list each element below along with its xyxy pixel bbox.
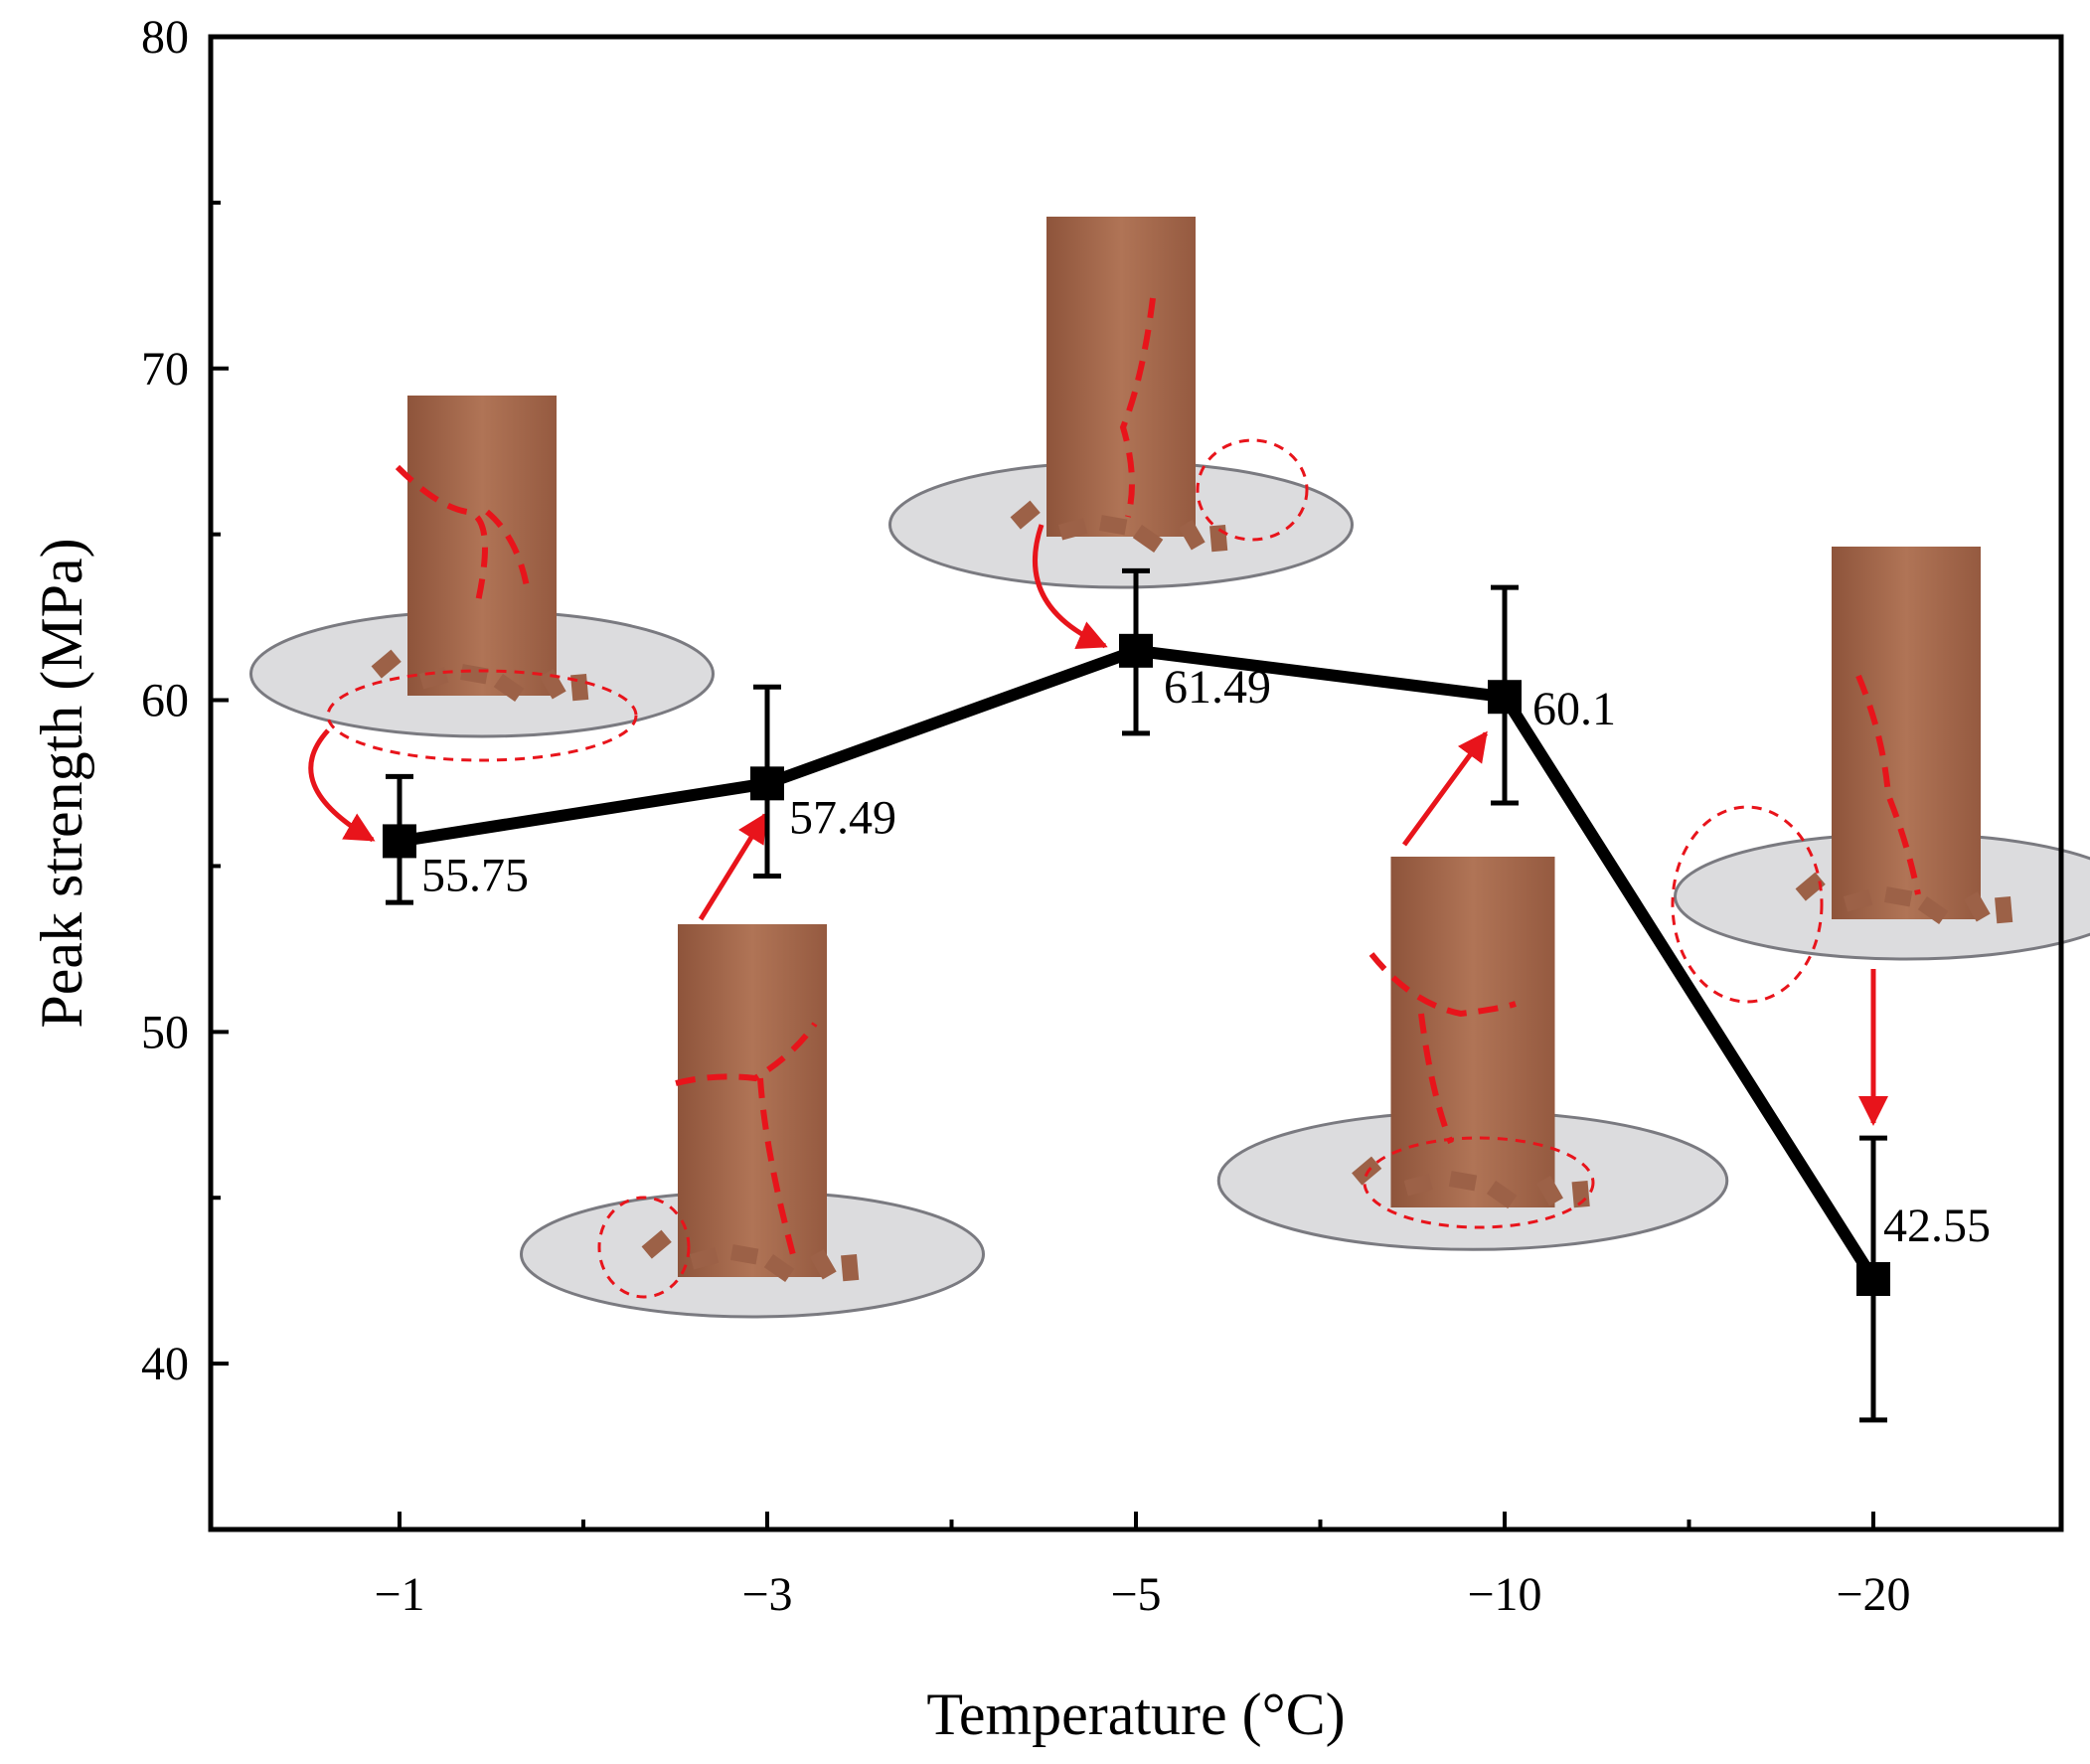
specimen-fragment: [1403, 1174, 1433, 1197]
specimen-photo-minus20: [1674, 547, 2090, 961]
specimen-fragment: [459, 664, 489, 685]
arrow-minus10: [1401, 730, 1489, 847]
x-tick-label: −1: [374, 1568, 424, 1621]
specimen-fragment: [1098, 515, 1128, 536]
specimen-column: [678, 924, 827, 1277]
specimen-column: [1832, 547, 1981, 919]
specimen-fragment: [1486, 1180, 1518, 1209]
debris-circle: [1671, 805, 1824, 1004]
y-tick-label: 60: [141, 675, 189, 727]
specimen-fragment: [1795, 872, 1826, 901]
y-tick-label: 70: [141, 343, 189, 396]
x-tick-label: −10: [1467, 1568, 1541, 1621]
specimen-fragment: [809, 1248, 837, 1280]
specimen-fragment: [570, 674, 589, 702]
specimen-fragment: [1883, 886, 1913, 907]
specimen-photos: [249, 217, 2090, 1319]
specimen-fragment: [1917, 895, 1949, 925]
specimen-fragment: [1536, 1175, 1563, 1206]
arrow-minus3: [698, 812, 768, 921]
specimen-fragment: [539, 669, 566, 700]
debris-circle: [326, 669, 638, 762]
x-axis: −1 −3 −5 −10 −20: [374, 1512, 1911, 1621]
data-point: [1119, 633, 1153, 668]
y-axis-title: Peak strength (MPa): [29, 538, 94, 1028]
specimen-fragment: [729, 1244, 759, 1265]
specimen-fragment: [1178, 520, 1206, 551]
specimen-photo-minus1: [249, 396, 715, 738]
specimen-fragment: [841, 1254, 860, 1282]
pointer-arrows: [308, 297, 1921, 1299]
data-point: [383, 824, 416, 859]
series-strength: 55.75 57.49 61.49 60.1 42.55: [383, 567, 1991, 1423]
crack-line: [1119, 297, 1156, 518]
x-tick-label: −3: [741, 1568, 792, 1621]
crack-line: [485, 509, 530, 587]
crack-line: [1418, 1013, 1454, 1145]
data-label: 61.49: [1164, 661, 1271, 714]
specimen-fragment: [1058, 518, 1088, 541]
specimen-column: [407, 396, 557, 696]
crack-line: [395, 464, 488, 607]
specimen-fragment: [763, 1253, 795, 1283]
specimen-fragment: [1209, 524, 1228, 553]
data-point: [1856, 1261, 1890, 1296]
data-point: [750, 766, 784, 801]
debris-circle: [1363, 1136, 1595, 1229]
y-tick-label: 50: [141, 1006, 189, 1058]
specimen-fragment: [1995, 896, 2013, 924]
specimen-fragment: [1963, 890, 1991, 922]
x-axis-title: Temperature (°C): [926, 1682, 1345, 1747]
data-label: 42.55: [1883, 1200, 1991, 1252]
y-tick-label: 40: [141, 1338, 189, 1390]
specimen-photo-minus5: [888, 217, 1354, 589]
crack-line: [1855, 674, 1921, 895]
specimen-photo-minus3: [520, 924, 985, 1319]
specimen-fragment: [690, 1247, 720, 1270]
data-label: 57.49: [789, 791, 896, 844]
specimen-fragment: [1844, 889, 1873, 912]
specimen-fragment: [1352, 1156, 1382, 1186]
y-tick-label: 80: [141, 11, 189, 64]
x-tick-label: −5: [1110, 1568, 1161, 1621]
specimen-column: [1046, 217, 1196, 537]
debris-circle: [597, 1196, 691, 1299]
specimen-fragment: [641, 1229, 672, 1259]
specimen-fragment: [1010, 500, 1041, 530]
debris-circle: [1196, 438, 1309, 542]
data-label: 55.75: [421, 849, 529, 901]
specimen-fragment: [371, 649, 402, 679]
x-tick-label: −20: [1836, 1568, 1910, 1621]
arrow-minus1: [308, 728, 376, 843]
data-point: [1488, 680, 1522, 715]
crack-line: [675, 1022, 818, 1086]
specimen-column: [1390, 857, 1555, 1207]
data-label: 60.1: [1532, 683, 1616, 735]
y-axis: 40 50 60 70 80: [141, 11, 229, 1531]
specimen-fragment: [493, 673, 525, 703]
crack-line: [1368, 952, 1517, 1018]
specimen-fragment: [1132, 525, 1164, 554]
crack-line: [757, 1077, 798, 1263]
specimen-photo-minus10: [1216, 857, 1729, 1251]
specimen-fragment: [1571, 1181, 1590, 1208]
specimen-fragment: [1448, 1171, 1478, 1192]
arrow-minus5: [1033, 524, 1108, 649]
